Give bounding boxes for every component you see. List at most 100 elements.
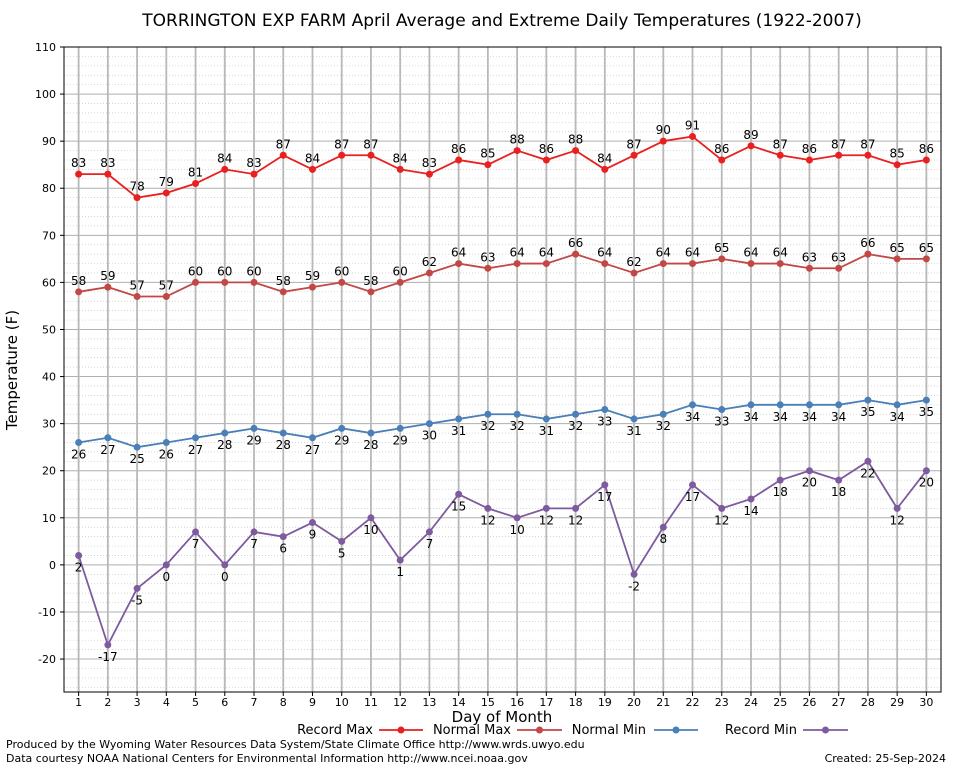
legend-label: Normal Min <box>572 723 646 738</box>
data-label: 58 <box>363 274 378 288</box>
data-point <box>484 161 492 169</box>
data-label: 60 <box>393 264 408 278</box>
data-label: 84 <box>217 151 232 165</box>
data-point <box>104 641 112 649</box>
data-point <box>542 415 550 423</box>
data-label: 83 <box>100 156 115 170</box>
data-point <box>922 396 930 404</box>
data-point <box>630 570 638 578</box>
data-point <box>338 537 346 545</box>
data-point <box>718 255 726 263</box>
data-point <box>308 283 316 291</box>
data-label: 57 <box>159 279 174 293</box>
data-point <box>133 584 141 592</box>
x-tick-label: 21 <box>656 696 670 709</box>
data-point <box>396 424 404 432</box>
x-tick-label: 20 <box>627 696 641 709</box>
data-point <box>689 260 697 268</box>
series-line <box>78 253 927 298</box>
data-label: 9 <box>309 528 317 542</box>
data-label: 20 <box>919 476 934 490</box>
data-label: 17 <box>685 490 700 504</box>
data-label: 7 <box>192 537 200 551</box>
data-point <box>893 161 901 169</box>
data-point <box>659 523 667 531</box>
data-point <box>221 561 229 569</box>
data-label: 83 <box>71 156 86 170</box>
legend-marker <box>397 726 405 734</box>
y-tick-label: 100 <box>35 88 56 101</box>
y-tick-label: 60 <box>42 276 56 289</box>
data-label: 17 <box>597 490 612 504</box>
data-point <box>425 269 433 277</box>
data-label: 28 <box>217 438 232 452</box>
data-label: 12 <box>480 513 495 527</box>
data-point <box>250 170 258 178</box>
data-point <box>864 151 872 159</box>
data-point <box>747 495 755 503</box>
y-tick-label: -20 <box>38 653 56 666</box>
data-point <box>162 293 170 301</box>
data-point <box>630 151 638 159</box>
x-tick-label: 17 <box>539 696 553 709</box>
data-point <box>192 278 200 286</box>
legend-marker <box>536 726 543 734</box>
data-point <box>542 504 550 512</box>
data-point <box>192 528 200 536</box>
data-label: 10 <box>509 523 524 537</box>
data-label: 26 <box>71 447 86 461</box>
data-label: 83 <box>422 156 437 170</box>
data-label: 32 <box>480 419 495 433</box>
x-tick-label: 26 <box>802 696 816 709</box>
data-label: 90 <box>656 123 671 137</box>
data-label: 64 <box>656 246 671 260</box>
data-label: 88 <box>568 133 583 147</box>
plot-background <box>64 47 941 692</box>
x-tick-label: 24 <box>744 696 758 709</box>
data-label: 65 <box>890 241 905 255</box>
data-label: 87 <box>334 137 349 151</box>
data-label: 85 <box>890 147 905 161</box>
data-point <box>192 180 200 188</box>
data-label: -5 <box>131 593 143 607</box>
x-tick-label: 1 <box>75 696 82 709</box>
data-label: 18 <box>773 485 788 499</box>
data-point <box>279 288 287 296</box>
data-label: 32 <box>509 419 524 433</box>
x-tick-label: 15 <box>481 696 495 709</box>
data-point <box>221 165 229 173</box>
data-label: 31 <box>539 424 554 438</box>
data-label: -2 <box>628 579 640 593</box>
data-label: 12 <box>539 513 554 527</box>
legend-entry: Normal Max <box>433 723 562 738</box>
data-point <box>630 415 638 423</box>
data-label: 64 <box>597 246 612 260</box>
y-tick-label: 110 <box>35 41 56 54</box>
data-label: 12 <box>714 513 729 527</box>
data-label: 86 <box>919 142 934 156</box>
data-label: 28 <box>363 438 378 452</box>
data-point <box>425 528 433 536</box>
data-point <box>922 255 930 263</box>
data-point <box>601 260 609 268</box>
data-label: 26 <box>159 447 174 461</box>
data-point <box>484 504 492 512</box>
data-point <box>572 250 580 258</box>
data-point <box>864 396 872 404</box>
data-point <box>805 401 813 409</box>
data-point <box>601 165 609 173</box>
data-point <box>922 156 930 164</box>
data-label: 78 <box>129 180 144 194</box>
data-label: 34 <box>743 410 758 424</box>
x-tick-label: 10 <box>335 696 349 709</box>
data-label: 33 <box>597 415 612 429</box>
data-label: 7 <box>250 537 258 551</box>
data-point <box>513 147 521 155</box>
data-label: 64 <box>743 246 758 260</box>
data-label: 86 <box>714 142 729 156</box>
x-tick-label: 22 <box>686 696 700 709</box>
y-tick-label: 10 <box>42 512 56 525</box>
series-line <box>78 135 927 199</box>
data-point <box>747 142 755 150</box>
data-point <box>513 410 521 418</box>
